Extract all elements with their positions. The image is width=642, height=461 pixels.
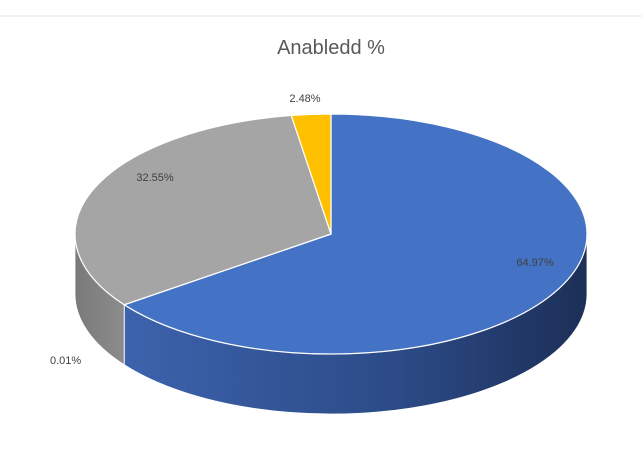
pie-top [74,113,588,355]
pie-label-3: 2.48% [289,93,320,105]
pie-slice-0 [123,113,588,355]
pie-label-1: 0.01% [50,355,81,367]
pie-slice-3 [290,113,332,235]
chart-title: Anabledd % [277,37,385,59]
pie-slice-2 [74,114,332,306]
pie-label-2: 32.55% [136,172,174,184]
pie-labels: 64.97% 0.01% 32.55% 2.48% [50,93,554,367]
pie-label-0: 64.97% [516,257,554,269]
